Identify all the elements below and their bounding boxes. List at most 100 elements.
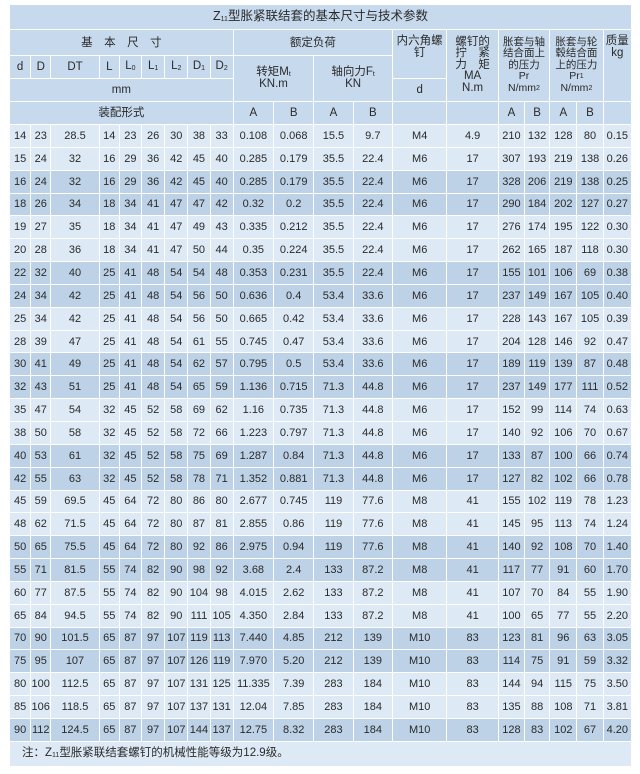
table-cell: 48: [141, 306, 166, 331]
table-cell: M6: [391, 169, 448, 194]
table-cell: 1.287: [232, 443, 275, 468]
table-cell: M10: [391, 695, 448, 719]
table-cell: 1.70: [602, 558, 633, 582]
table-cell: 56: [187, 283, 211, 308]
table-cell: M8: [391, 489, 448, 514]
table-cell: 12.04: [232, 695, 275, 719]
table-cell: 17: [446, 443, 499, 468]
assembly-type-header: 装配形式: [9, 101, 234, 125]
table-cell: 0.745: [232, 329, 275, 354]
table-cell: 29: [118, 169, 143, 194]
table-cell: 0.068: [273, 124, 315, 148]
table-cell: 187: [549, 238, 578, 263]
table-cell: 42: [8, 466, 32, 491]
table-cell: 228: [497, 306, 526, 331]
torque-a: A: [232, 101, 275, 125]
table-cell: 118: [576, 238, 604, 263]
table-cell: M6: [391, 283, 448, 308]
table-cell: 4.20: [602, 717, 633, 742]
table-cell: 58: [50, 420, 100, 445]
table-cell: 40: [209, 146, 234, 171]
table-cell: 113: [549, 512, 578, 537]
table-cell: 0.42: [273, 306, 315, 331]
table-cell: 86: [187, 489, 211, 514]
table-cell: 0.25: [602, 169, 633, 194]
table-cell: 3.32: [602, 649, 633, 674]
table-cell: 66: [576, 466, 604, 491]
table-cell: M10: [391, 649, 448, 674]
table-cell: 90: [164, 603, 189, 628]
table-cell: 41: [118, 283, 143, 308]
table-cell: 74: [576, 512, 604, 537]
mass-header: 质量 kg: [602, 29, 633, 102]
table-cell: 107: [497, 580, 526, 605]
table-cell: 77.6: [352, 512, 393, 537]
table-cell: 0.47: [273, 329, 315, 354]
table-cell: 41: [446, 603, 499, 628]
table-cell: 78: [187, 466, 211, 491]
table-cell: M6: [391, 352, 448, 377]
table-cell: 52: [141, 443, 166, 468]
dim-header-8: D2: [209, 55, 234, 79]
table-cell: 262: [497, 238, 526, 263]
table-cell: 18: [8, 192, 32, 217]
table-cell: 290: [497, 192, 526, 217]
table-cell: 0.39: [602, 306, 633, 331]
table-cell: 17: [446, 466, 499, 491]
basic-dims-header: 基 本 尺 寸: [9, 29, 234, 56]
table-cell: 75.5: [50, 535, 100, 560]
table-cell: 177: [549, 375, 578, 400]
table-cell: 22.4: [352, 192, 393, 217]
table-cell: 99: [523, 398, 551, 422]
table-cell: 4.350: [232, 603, 275, 628]
table-cell: 283: [313, 717, 354, 742]
table-cell: 55: [98, 580, 120, 605]
table-cell: 0.40: [602, 283, 633, 308]
table-cell: 105: [576, 306, 604, 331]
table-cell: 0.84: [273, 443, 315, 468]
table-cell: 0.30: [602, 238, 633, 263]
table-cell: 85: [8, 695, 32, 719]
table-cell: 237: [497, 375, 526, 400]
table-cell: 55: [576, 603, 604, 628]
table-cell: 0.63: [602, 398, 633, 422]
table-cell: 32: [98, 443, 120, 468]
table-cell: 25: [98, 283, 120, 308]
table-cell: 82: [141, 558, 166, 582]
table-cell: 17: [446, 192, 499, 217]
table-cell: 87: [118, 695, 143, 719]
table-cell: 0.797: [273, 420, 315, 445]
table-cell: 71.3: [313, 466, 354, 491]
shaft-pressure-b: B: [523, 101, 551, 125]
table-cell: 33.6: [352, 283, 393, 308]
table-cell: M6: [391, 398, 448, 422]
table-cell: 35.5: [313, 238, 354, 263]
table-cell: 0.881: [273, 466, 315, 491]
table-cell: 174: [523, 215, 551, 240]
table-cell: 119: [313, 512, 354, 537]
table-cell: 114: [497, 649, 526, 674]
table-cell: 139: [352, 626, 393, 651]
table-cell: M4: [391, 124, 448, 148]
table-cell: 90: [164, 558, 189, 582]
table-cell: M8: [391, 580, 448, 605]
table-cell: 97: [141, 626, 166, 651]
table-cell: 184: [352, 717, 393, 742]
table-cell: 0.179: [273, 169, 315, 194]
table-cell: 38: [187, 124, 211, 148]
table-cell: 84: [30, 603, 52, 628]
table-cell: 101.5: [50, 626, 100, 651]
table-cell: 65: [98, 717, 120, 742]
torque-b: B: [273, 101, 315, 125]
table-cell: 17: [446, 306, 499, 331]
table-cell: 0.86: [273, 512, 315, 537]
table-cell: 80: [164, 512, 189, 537]
table-cell: 60: [576, 558, 604, 582]
table-cell: 65: [98, 626, 120, 651]
table-row: 18 26 34 18 34 41 47 47 42 0.32 0.2 35.5 22.4 M6 17 290…: [8, 192, 633, 217]
dim-header-1: D: [30, 55, 52, 79]
table-cell: 1.40: [602, 535, 633, 560]
footnote: 注：Z11型胀紧联结套螺钉的机械性能等级为12.9级。: [9, 740, 632, 767]
table-cell: 112: [30, 717, 52, 742]
table-cell: 137: [209, 717, 234, 742]
